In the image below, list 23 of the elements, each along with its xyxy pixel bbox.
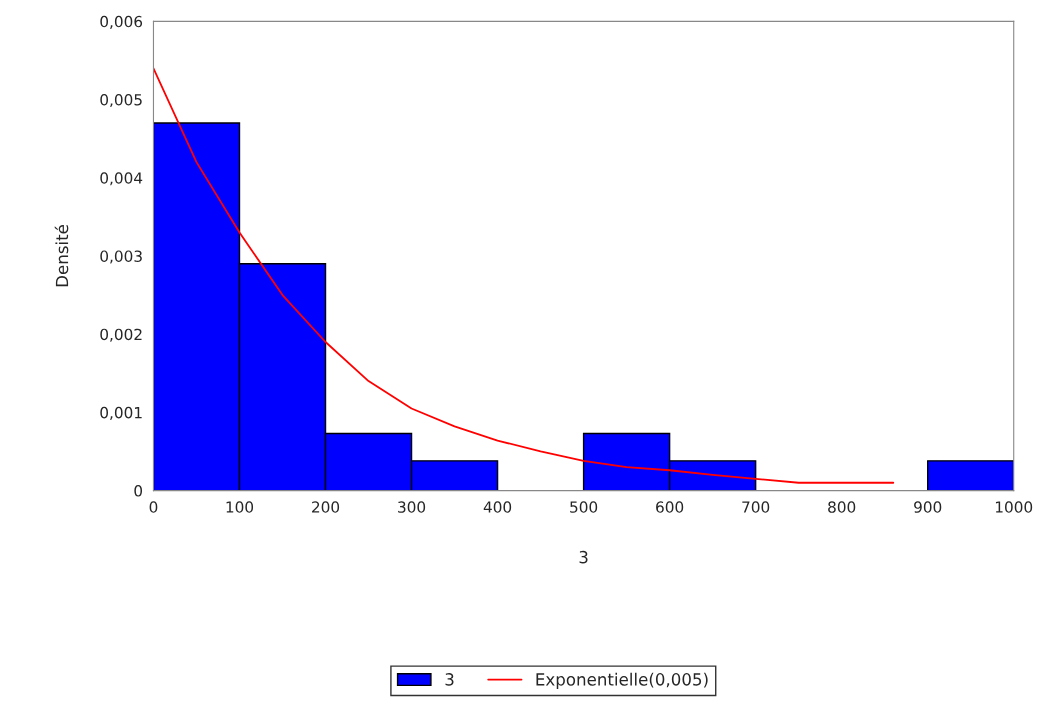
x-axis-title: 3 <box>579 550 588 564</box>
x-tick-label: 600 <box>656 501 684 513</box>
y-axis-title: Densité <box>54 224 69 287</box>
x-tick-label: 800 <box>828 501 856 513</box>
y-tick-label: 0 <box>134 485 143 497</box>
y-tick-label: 0,002 <box>100 328 142 342</box>
x-tick-label: 1000 <box>995 501 1033 513</box>
line-series <box>153 67 895 484</box>
legend-label: Exponentielle(0,005) <box>536 672 708 689</box>
y-tick-label: 0,003 <box>100 250 142 264</box>
y-tick-label: 0,006 <box>100 15 143 29</box>
y-tick-label: 0,001 <box>100 406 142 420</box>
legend-label: 3 <box>445 673 454 686</box>
x-tick-label: 500 <box>570 501 598 513</box>
x-tick-label: 700 <box>742 501 770 513</box>
x-tick-label: 900 <box>914 501 942 513</box>
y-tick-label: 0,005 <box>100 94 142 108</box>
x-tick-label: 300 <box>398 501 426 513</box>
y-tick-label: 0,004 <box>100 172 143 186</box>
x-tick-label: 0 <box>149 501 158 513</box>
x-tick-label: 200 <box>312 501 340 513</box>
x-tick-label: 100 <box>226 501 254 513</box>
x-tick-label: 400 <box>483 501 512 513</box>
